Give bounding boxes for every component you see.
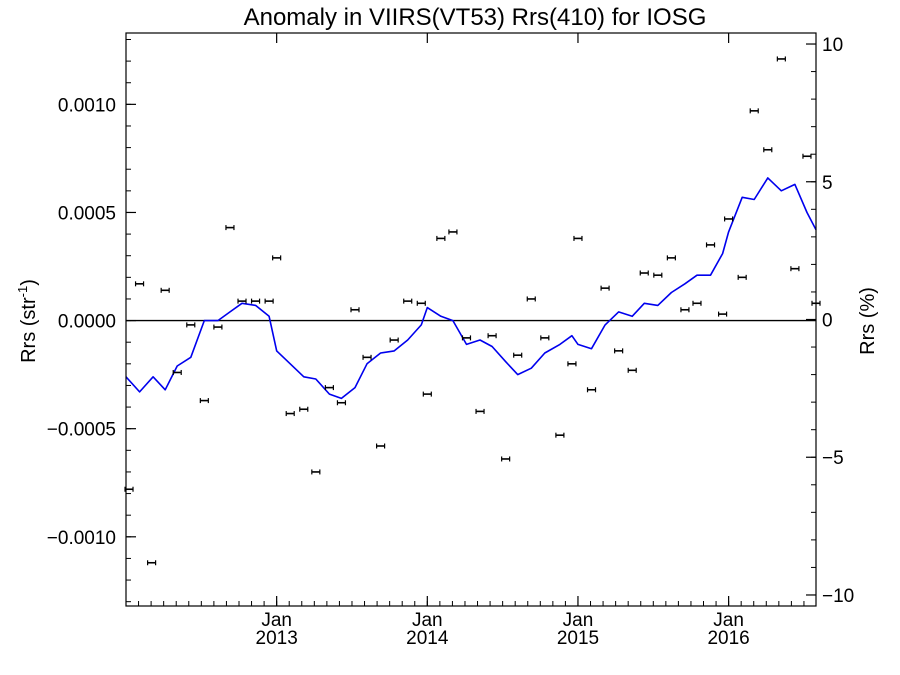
right-tick-label: −5 — [822, 448, 844, 469]
data-point — [586, 387, 597, 393]
data-point — [362, 354, 372, 360]
data-point — [350, 307, 360, 313]
left-tick-label: 0.0010 — [58, 95, 116, 116]
data-point — [389, 337, 399, 343]
data-point — [225, 225, 235, 231]
data-point — [324, 385, 334, 391]
data-point — [213, 324, 223, 330]
data-point — [749, 108, 759, 114]
data-point — [199, 398, 209, 404]
x-tick-month-label: Jan — [261, 610, 292, 631]
y-axis-left-label-superscript: -1 — [15, 286, 30, 298]
data-point — [666, 255, 676, 261]
data-point — [186, 322, 196, 328]
y-axis-left-label: Rrs (str-1) — [15, 279, 40, 363]
data-point — [285, 411, 295, 417]
data-point — [272, 255, 282, 261]
x-tick-year-label: 2014 — [406, 628, 449, 649]
data-point — [639, 270, 649, 276]
left-tick-label: −0.0010 — [47, 528, 116, 549]
data-point — [172, 369, 182, 375]
x-tick-month-label: Jan — [563, 610, 594, 631]
data-point — [160, 287, 170, 293]
right-y-axis: 10 5 0 −5 −10 — [806, 35, 854, 607]
data-point — [475, 408, 485, 414]
data-point — [573, 235, 583, 241]
data-point — [448, 229, 458, 235]
right-tick-label: −10 — [822, 586, 854, 607]
chart-title: Anomaly in VIIRS(VT53) Rrs(410) for IOSG — [244, 4, 707, 31]
x-tick-month-label: Jan — [713, 610, 744, 631]
data-point — [653, 272, 663, 278]
data-point — [724, 216, 734, 222]
plot-frame — [125, 32, 817, 607]
data-point — [487, 333, 497, 339]
data-point — [737, 274, 747, 280]
data-point — [134, 281, 145, 287]
data-point — [692, 300, 702, 306]
data-point — [776, 56, 786, 62]
data-point — [600, 285, 610, 291]
y-axis-right-label: Rrs (%) — [857, 287, 879, 355]
left-tick-label: 0.0005 — [58, 203, 116, 224]
x-tick-month-label: Jan — [412, 610, 443, 631]
data-point — [513, 352, 523, 358]
data-point — [627, 367, 637, 373]
x-tick-year-label: 2013 — [256, 628, 298, 649]
data-point — [311, 469, 321, 475]
data-point — [705, 242, 716, 248]
data-point — [403, 298, 413, 304]
data-point — [555, 432, 565, 438]
left-tick-label: −0.0005 — [47, 420, 116, 441]
data-point — [250, 298, 261, 304]
data-point — [461, 335, 472, 341]
model-line — [125, 177, 817, 400]
left-tick-label: 0.0000 — [58, 312, 116, 333]
data-point — [526, 296, 536, 302]
model-line-series — [125, 177, 817, 400]
data-point — [790, 266, 800, 272]
data-point — [802, 153, 812, 159]
data-point — [336, 400, 347, 406]
y-axis-left-label-close: ) — [18, 279, 40, 286]
data-point — [299, 406, 309, 412]
data-point — [680, 307, 690, 313]
y-axis-left-label-main: Rrs (str — [18, 297, 40, 363]
right-tick-label: 0 — [822, 311, 833, 332]
data-point — [416, 300, 426, 306]
data-point — [614, 348, 624, 354]
data-point — [376, 443, 386, 449]
data-point — [763, 147, 773, 153]
data-point — [717, 311, 728, 317]
right-tick-label: 5 — [822, 173, 833, 194]
x-tick-year-label: 2016 — [707, 628, 749, 649]
data-point — [237, 298, 247, 304]
data-point — [264, 298, 274, 304]
data-point — [567, 361, 577, 367]
data-point — [147, 560, 157, 566]
data-point — [422, 391, 432, 397]
data-point — [540, 335, 550, 341]
observation-points-series — [124, 56, 821, 566]
x-tick-year-label: 2015 — [557, 628, 599, 649]
right-tick-label: 10 — [822, 35, 843, 56]
data-point — [436, 235, 446, 241]
left-y-axis: 0.0010 0.0005 0.0000 −0.0005 −0.0010 — [47, 38, 136, 603]
data-point — [501, 456, 511, 462]
